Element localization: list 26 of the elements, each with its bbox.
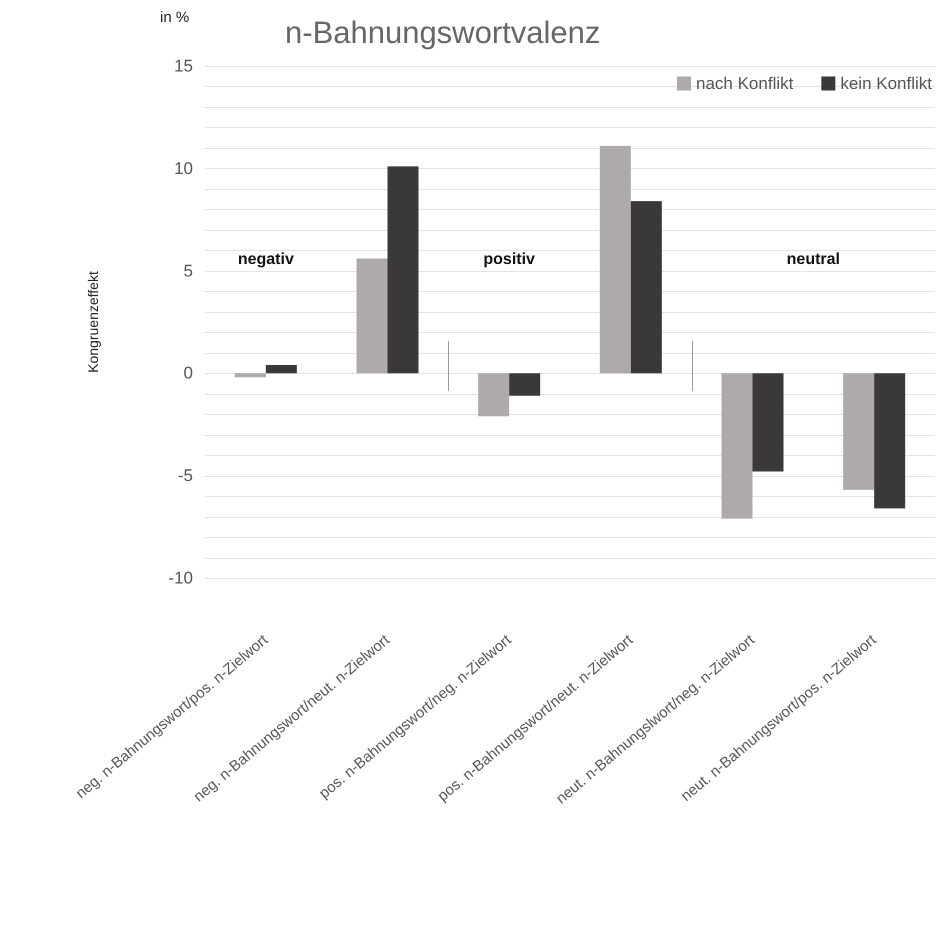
y-axis-title: Kongruenzeffekt <box>85 271 101 373</box>
text: in % <box>160 9 190 26</box>
bar <box>630 201 662 374</box>
bar <box>600 146 631 374</box>
chart-title: n-Bahnungswortvalenz <box>285 15 600 50</box>
bar <box>722 373 752 519</box>
y-tick-label: 15 <box>174 56 193 76</box>
y-tick-label: -10 <box>168 568 193 588</box>
annotation: positiv <box>483 251 536 268</box>
legend-label: nach Konflikt <box>696 74 794 93</box>
annotation: neutral <box>786 251 840 268</box>
y-tick-label: 5 <box>184 261 193 280</box>
bar <box>843 373 874 490</box>
bar <box>234 373 266 378</box>
bar <box>874 373 906 508</box>
annotation: negativ <box>238 251 294 268</box>
bar <box>356 258 388 374</box>
bar <box>388 166 418 374</box>
y-tick-label: 10 <box>174 158 193 178</box>
bar <box>752 373 784 472</box>
bar <box>509 373 540 396</box>
bar <box>266 365 297 374</box>
y-tick-label: 0 <box>184 364 193 383</box>
legend-label: kein Konflikt <box>840 74 932 93</box>
bar <box>478 373 510 416</box>
y-tick-label: -5 <box>178 466 193 486</box>
